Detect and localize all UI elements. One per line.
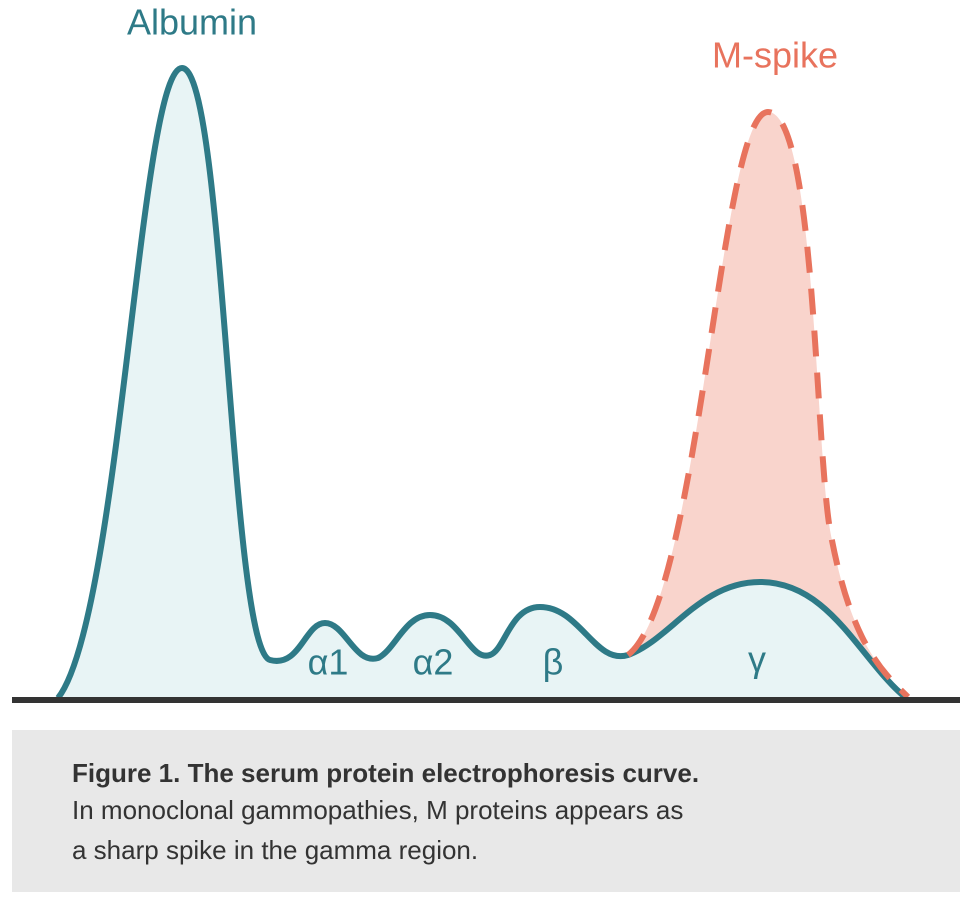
alpha1-label: α1 bbox=[308, 642, 349, 683]
gamma-label: γ bbox=[748, 639, 766, 680]
beta-label: β bbox=[543, 642, 564, 683]
caption-title: Figure 1. The serum protein electrophore… bbox=[72, 758, 699, 788]
m-spike-curve bbox=[626, 108, 911, 700]
albumin-label: Albumin bbox=[127, 2, 257, 43]
caption-line: a sharp spike in the gamma region. bbox=[72, 835, 478, 865]
m-spike-fill bbox=[628, 112, 908, 697]
caption-line: In monoclonal gammopathies, M proteins a… bbox=[72, 795, 683, 825]
caption-box bbox=[12, 730, 960, 892]
m-spike-label: M-spike bbox=[712, 35, 838, 76]
spep-curve bbox=[55, 64, 907, 700]
alpha2-label: α2 bbox=[413, 642, 454, 683]
